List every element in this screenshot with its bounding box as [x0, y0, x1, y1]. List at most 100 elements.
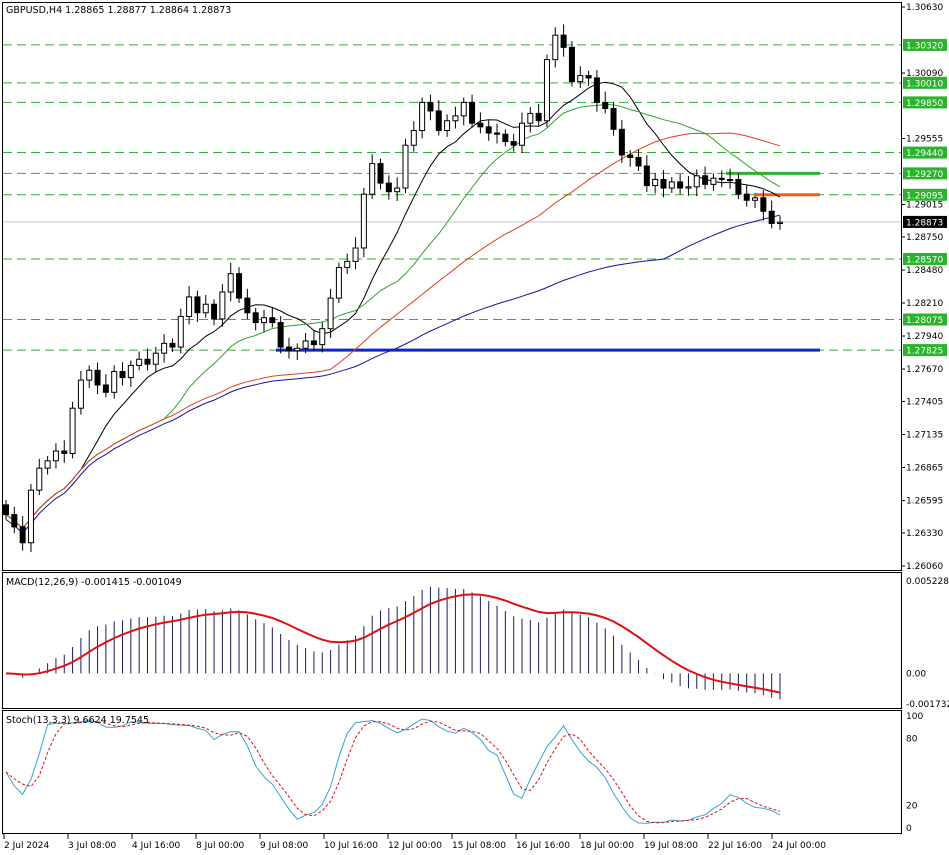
candle-body [77, 379, 84, 409]
candle-body [643, 165, 650, 187]
candle-body [577, 74, 584, 83]
candle-body [752, 197, 759, 201]
candle-body [394, 187, 401, 193]
level-tag [903, 313, 947, 326]
price-tick-label: 1.26865 [906, 464, 943, 474]
candle-body [593, 77, 600, 103]
stoch-tick-label: 100 [906, 712, 923, 722]
candle-body [227, 273, 234, 293]
candle-body [19, 526, 26, 544]
price-tick-label: 1.26060 [906, 562, 943, 572]
time-tick-label: 10 Jul 16:00 [324, 841, 378, 851]
time-tick-label: 12 Jul 00:00 [388, 841, 442, 851]
candle-body [743, 193, 750, 201]
stoch-tick-label: 20 [906, 802, 918, 812]
candle-body [535, 112, 542, 122]
candle-body [410, 130, 417, 146]
candle-body [136, 358, 143, 366]
time-tick-label: 18 Jul 00:00 [580, 841, 634, 851]
stoch-signal-line [5, 720, 781, 824]
price-tick-label: 1.27940 [906, 332, 943, 342]
candle-body [560, 34, 567, 48]
candle-body [236, 273, 243, 299]
candle-body [61, 450, 68, 454]
macd-signal-line [5, 593, 781, 694]
ma-fast-line [5, 81, 781, 529]
price-tick-label: 1.26330 [906, 529, 943, 539]
candle-body [27, 489, 34, 544]
time-tick-label: 2 Jul 2024 [4, 841, 49, 851]
level-tag-label: 1.30010 [906, 79, 943, 89]
candle-body [102, 384, 109, 393]
chart-header: GBPUSD,H4 1.28865 1.28877 1.28864 1.2887… [6, 5, 231, 16]
level-tag [903, 188, 947, 201]
macd-tick-label: 0.00 [906, 669, 926, 679]
candle-body [568, 46, 575, 83]
candle-body [710, 177, 717, 185]
candles [3, 24, 783, 553]
candle-body [435, 110, 442, 132]
candle-body [3, 504, 9, 516]
candle-body [244, 297, 251, 314]
candle-body [543, 59, 550, 122]
stoch-panel-frame [2, 710, 902, 834]
price-tick-label: 1.29015 [906, 201, 943, 211]
level-tag [903, 252, 947, 265]
candle-body [460, 101, 467, 117]
level-tag-label: 1.29850 [906, 99, 943, 109]
time-tick-label: 22 Jul 16:00 [708, 841, 762, 851]
candle-body [285, 346, 292, 352]
candle-body [302, 340, 309, 349]
price-tick-label: 1.26595 [906, 497, 943, 507]
candle-body [727, 178, 734, 181]
time-axis: 2 Jul 2024 3 Jul 08:00 4 Jul 16:00 8 Jul 00… [3, 834, 826, 851]
candle-body [519, 122, 525, 146]
candle-body [294, 347, 301, 352]
candle-body [111, 371, 118, 393]
macd-label: MACD(12,26,9) -0.001415 -0.001049 [6, 577, 182, 588]
level-tag-label: 1.29095 [906, 191, 943, 201]
time-tick-label: 16 Jul 16:00 [516, 841, 570, 851]
time-tick-label: 8 Jul 00:00 [196, 841, 245, 851]
candle-body [627, 154, 634, 158]
candle-body [202, 303, 209, 314]
level-tag [903, 76, 947, 89]
level-tag [903, 38, 947, 51]
macd-tick-label: 0.005228 [906, 577, 949, 587]
stoch-tick-label: 0 [906, 824, 912, 834]
candle-body [402, 144, 409, 189]
time-tick-label: 19 Jul 08:00 [644, 841, 698, 851]
candle-body [718, 177, 725, 180]
candle-body [44, 460, 51, 469]
macd-indicator: 0.005228 0.00 -0.001732 [5, 577, 949, 710]
time-tick-label: 3 Jul 08:00 [68, 841, 117, 851]
price-tick-label: 1.30630 [906, 3, 943, 13]
candle-body [494, 132, 501, 135]
candle-body [194, 296, 201, 314]
candle-body [702, 175, 709, 185]
moving-averages [5, 81, 781, 534]
candle-body [252, 312, 259, 324]
candle-body [677, 181, 684, 189]
candle-body [469, 101, 476, 124]
candle-body [618, 128, 625, 156]
candle-body [452, 115, 459, 122]
current-price-tag [903, 215, 947, 228]
time-tick-label: 4 Jul 16:00 [132, 841, 181, 851]
time-tick-label: 15 Jul 08:00 [452, 841, 506, 851]
macd-panel-frame [2, 572, 902, 709]
candle-body [119, 371, 126, 379]
level-tag-label: 1.28075 [906, 316, 943, 326]
candle-body [36, 467, 43, 491]
candle-body [310, 340, 317, 346]
candle-body [219, 291, 226, 320]
candle-body [652, 178, 659, 187]
level-tag [903, 344, 947, 357]
candle-body [485, 126, 492, 134]
candle-body [419, 101, 426, 132]
candle-body [685, 186, 692, 189]
price-tick-label: 1.28750 [906, 233, 943, 243]
candle-body [427, 101, 434, 112]
candle-body [693, 175, 700, 188]
